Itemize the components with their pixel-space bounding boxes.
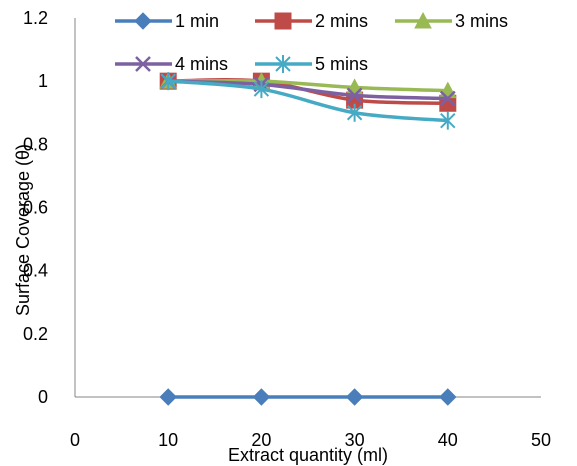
y-tick-label: 0.8	[23, 134, 48, 154]
y-tick-label: 1.2	[23, 8, 48, 28]
x-tick-labels: 0 10 20 30 40 50	[70, 430, 551, 450]
legend-marker	[414, 11, 432, 29]
legend-entry: 5 mins	[255, 54, 368, 74]
y-tick-labels: 0 0.2 0.4 0.6 0.8 1 1.2	[23, 8, 48, 407]
legend-marker	[134, 12, 152, 30]
legend-marker	[274, 12, 292, 30]
x-axis-label: Extract quantity (ml)	[228, 445, 388, 465]
series-line	[168, 79, 448, 123]
y-axis-label: Surface Coverage (θ)	[13, 144, 33, 316]
x-tick-label: 0	[70, 430, 80, 450]
chart-axes	[74, 18, 541, 398]
plot-area	[159, 72, 457, 406]
data-point	[345, 388, 364, 406]
x-tick-label: 40	[438, 430, 458, 450]
legend: 1 min 2 mins 3 mins 4 mins 5 mins	[115, 11, 508, 74]
y-tick-label: 0.6	[23, 198, 48, 218]
series-1	[159, 388, 457, 406]
data-point	[253, 80, 270, 99]
y-tick-label: 0.2	[23, 324, 48, 344]
series-3	[159, 72, 457, 99]
x-marker-stroke	[346, 87, 363, 104]
x-marker-stroke	[135, 56, 151, 72]
data-point	[346, 103, 363, 122]
y-tick-label: 0.4	[23, 261, 48, 281]
data-point	[346, 87, 363, 104]
y-tick-label: 1	[38, 71, 48, 91]
data-point	[159, 388, 177, 406]
legend-marker	[275, 55, 291, 73]
legend-marker	[135, 56, 151, 72]
data-point	[440, 111, 456, 130]
legend-entry: 3 mins	[395, 11, 508, 31]
x-tick-label: 10	[158, 430, 178, 450]
data-point	[439, 90, 456, 107]
y-tick-label: 0	[38, 387, 48, 407]
legend-entry: 1 min	[115, 11, 219, 31]
series-2	[159, 72, 457, 112]
x-marker-stroke	[439, 90, 456, 107]
legend-entry: 4 mins	[115, 54, 228, 74]
series-5	[160, 72, 456, 130]
legend-entry: 2 mins	[255, 11, 368, 31]
x-tick-label: 50	[531, 430, 551, 450]
data-point	[252, 388, 271, 406]
x-tick-label: 30	[345, 430, 365, 450]
legend-label: 2 mins	[315, 11, 368, 31]
legend-label: 5 mins	[315, 54, 368, 74]
data-point	[439, 388, 457, 406]
legend-label: 3 mins	[455, 11, 508, 31]
legend-label: 1 min	[175, 11, 219, 31]
data-point	[160, 72, 176, 91]
x-tick-label: 20	[251, 430, 271, 450]
legend-label: 4 mins	[175, 54, 228, 74]
